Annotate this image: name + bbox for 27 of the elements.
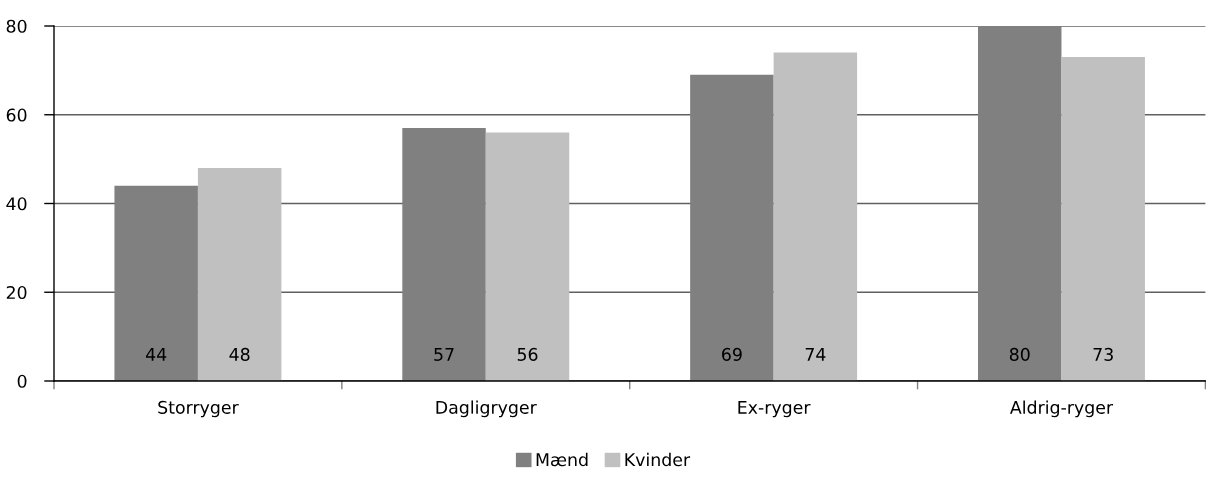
bar xyxy=(690,74,774,381)
legend-label: Kvinder xyxy=(625,452,691,467)
x-tick-label: Ex-ryger xyxy=(738,400,811,418)
data-label: 44 xyxy=(145,348,167,361)
legend-label: Mænd xyxy=(536,452,588,467)
x-tick-label: Dagligryger xyxy=(436,400,537,418)
x-tick-label: Aldrig-ryger xyxy=(1010,400,1114,418)
data-label: 69 xyxy=(722,347,742,361)
bar xyxy=(978,26,1062,381)
y-tick-label: 0 xyxy=(17,374,27,388)
bar xyxy=(1061,57,1145,381)
bar xyxy=(773,52,858,381)
y-tick-label: 80 xyxy=(6,19,27,33)
bar xyxy=(485,132,570,381)
x-tick-label: Storryger xyxy=(158,400,239,418)
bar xyxy=(114,185,198,381)
data-label: 74 xyxy=(805,348,826,361)
data-label: 73 xyxy=(1093,347,1113,361)
data-label: 80 xyxy=(1009,347,1030,361)
data-label: 56 xyxy=(517,347,538,361)
y-tick-label: 40 xyxy=(6,197,27,211)
y-tick-label: 20 xyxy=(6,285,27,300)
data-label: 57 xyxy=(434,348,454,361)
bar xyxy=(402,128,486,381)
data-label: 48 xyxy=(229,347,250,361)
bar xyxy=(197,168,282,381)
y-tick-label: 60 xyxy=(6,108,27,122)
